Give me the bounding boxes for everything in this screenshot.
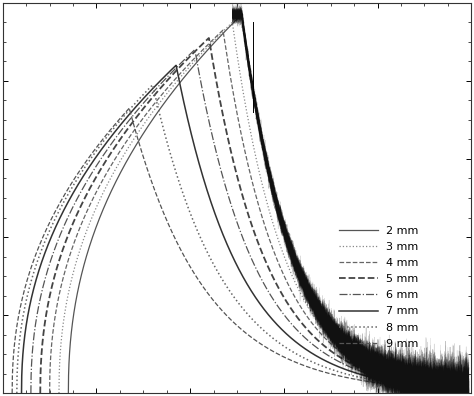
- 6 mm: [451, 386, 457, 391]
- 2 mm: [259, 139, 265, 144]
- 4 mm: [250, 181, 255, 185]
- 7 mm: [223, 240, 229, 245]
- Line: 5 mm: 5 mm: [40, 38, 466, 393]
- 8 mm: [368, 377, 374, 382]
- Line: 9 mm: 9 mm: [12, 108, 466, 393]
- 6 mm: [371, 373, 377, 378]
- 4 mm: [452, 386, 457, 390]
- 2 mm: [249, 80, 255, 85]
- 3 mm: [452, 386, 458, 390]
- 4 mm: [375, 370, 381, 375]
- 3 mm: [452, 386, 457, 390]
- Legend: 2 mm, 3 mm, 4 mm, 5 mm, 6 mm, 7 mm, 8 mm, 9 mm: 2 mm, 3 mm, 4 mm, 5 mm, 6 mm, 7 mm, 8 mm…: [338, 226, 419, 348]
- 6 mm: [192, 47, 198, 52]
- 3 mm: [56, 391, 62, 396]
- 3 mm: [244, 109, 249, 114]
- 9 mm: [9, 391, 15, 396]
- 4 mm: [47, 391, 53, 396]
- 7 mm: [41, 253, 47, 257]
- 4 mm: [220, 28, 226, 32]
- 3 mm: [255, 162, 260, 166]
- 6 mm: [464, 387, 469, 392]
- 7 mm: [451, 386, 456, 391]
- 5 mm: [374, 372, 379, 377]
- Line: 8 mm: 8 mm: [17, 85, 466, 393]
- 5 mm: [234, 171, 239, 176]
- 5 mm: [452, 386, 457, 391]
- 3 mm: [464, 387, 469, 392]
- 8 mm: [451, 387, 456, 392]
- 8 mm: [233, 297, 238, 302]
- 5 mm: [451, 386, 457, 391]
- 7 mm: [369, 375, 375, 380]
- 8 mm: [150, 82, 155, 87]
- 9 mm: [219, 307, 224, 312]
- 8 mm: [14, 391, 20, 396]
- 5 mm: [59, 249, 65, 254]
- 3 mm: [229, 20, 235, 25]
- 2 mm: [86, 246, 91, 251]
- 4 mm: [238, 133, 244, 138]
- 5 mm: [464, 387, 469, 392]
- Line: 7 mm: 7 mm: [21, 65, 466, 393]
- 9 mm: [450, 387, 456, 392]
- 7 mm: [235, 265, 241, 270]
- 6 mm: [50, 251, 56, 256]
- 8 mm: [37, 252, 43, 257]
- 5 mm: [37, 391, 43, 396]
- 2 mm: [464, 386, 469, 391]
- 4 mm: [68, 249, 74, 254]
- 9 mm: [367, 379, 373, 384]
- 6 mm: [451, 386, 457, 391]
- 8 mm: [464, 387, 469, 392]
- 2 mm: [452, 386, 458, 390]
- Line: 4 mm: 4 mm: [50, 30, 466, 393]
- 9 mm: [451, 387, 456, 392]
- 8 mm: [451, 387, 456, 392]
- 2 mm: [379, 368, 385, 373]
- 9 mm: [464, 388, 469, 392]
- 9 mm: [33, 253, 38, 258]
- 5 mm: [206, 36, 211, 40]
- 4 mm: [464, 387, 469, 392]
- 9 mm: [127, 106, 132, 110]
- 2 mm: [65, 391, 71, 396]
- 6 mm: [228, 203, 234, 208]
- 7 mm: [464, 387, 469, 392]
- Line: 2 mm: 2 mm: [68, 15, 466, 393]
- 3 mm: [377, 369, 383, 374]
- 9 mm: [230, 320, 236, 324]
- 2 mm: [239, 12, 245, 17]
- Line: 6 mm: 6 mm: [31, 50, 466, 393]
- 2 mm: [452, 386, 458, 390]
- 3 mm: [77, 248, 82, 253]
- 7 mm: [173, 63, 179, 68]
- 8 mm: [221, 280, 227, 284]
- 4 mm: [452, 386, 457, 390]
- Line: 3 mm: 3 mm: [59, 22, 466, 393]
- 5 mm: [245, 211, 251, 215]
- 7 mm: [18, 391, 24, 396]
- 6 mm: [240, 236, 246, 241]
- 7 mm: [451, 386, 456, 391]
- 6 mm: [28, 391, 34, 396]
